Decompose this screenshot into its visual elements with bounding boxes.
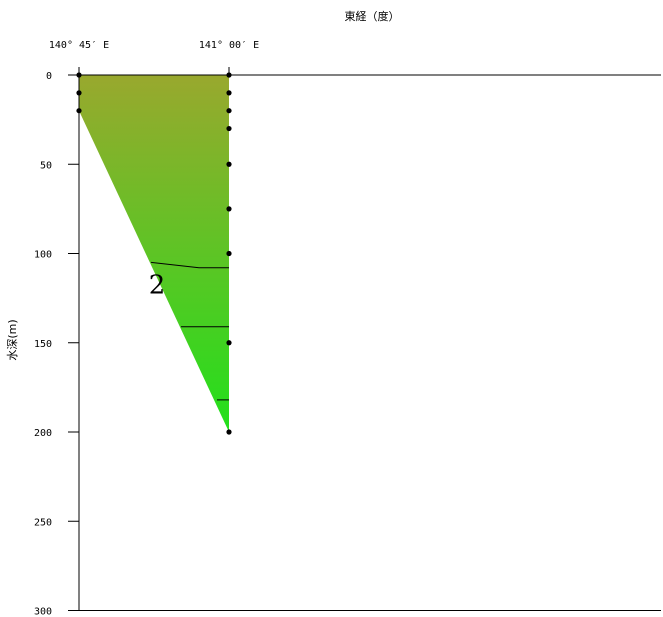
y-tick-label: 300 [34,607,52,617]
y-tick-label: 50 [40,160,52,171]
sample-point [226,340,232,346]
sample-point [226,161,232,167]
sample-point [226,90,232,96]
sample-point [226,125,232,132]
y-tick-label: 250 [34,517,52,528]
sample-point [226,72,232,78]
x-tick-label: 140° 45′ E [49,40,109,51]
y-tick-label: 150 [34,339,52,350]
sample-point [226,250,232,257]
sample-point [226,108,232,114]
sample-point [226,206,232,212]
x-tick-label: 141° 00′ E [199,40,259,51]
sample-point [76,90,82,96]
sample-point [76,108,82,114]
sample-point [76,72,82,78]
water-section-fill [79,75,229,432]
y-tick-label: 0 [46,71,52,82]
contour-value-label: 2 [149,271,166,301]
sample-point [226,429,232,435]
y-tick-label: 100 [34,250,52,261]
y-axis-title: 水深(m) [6,319,19,360]
contour-line [150,261,229,269]
y-tick-label: 200 [34,428,52,439]
x-axis-title: 東経（度） [345,9,400,23]
